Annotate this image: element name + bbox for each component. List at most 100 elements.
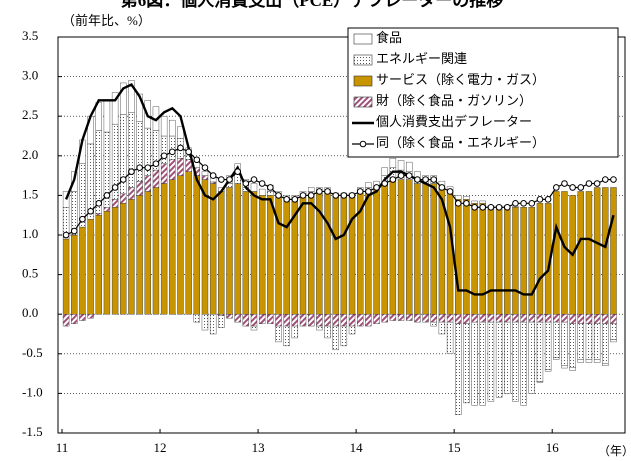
bar-segment (209, 314, 217, 335)
bar-segment (610, 314, 617, 324)
bar-segment (373, 314, 380, 324)
bar-segment (561, 314, 568, 323)
line-marker (160, 152, 168, 160)
bar-segment (103, 100, 111, 133)
bar-segment (242, 314, 250, 327)
line-marker (577, 184, 585, 191)
bar-segment (577, 359, 584, 363)
bar-segment (128, 199, 135, 315)
bar-segment (561, 365, 568, 369)
line-marker (454, 200, 462, 207)
bar-segment (62, 314, 70, 327)
bar-segment (585, 191, 593, 315)
bar-segment (463, 314, 470, 324)
y-tick-label: 2.5 (22, 107, 38, 122)
bar-segment (569, 367, 576, 371)
bar-segment (234, 314, 241, 323)
bar-segment (218, 314, 225, 316)
line-marker (267, 184, 274, 191)
line-marker (234, 168, 241, 175)
legend-label: 個人消費支出デフレーター (376, 114, 532, 129)
bar-segment (258, 314, 266, 324)
bar-segment (218, 191, 225, 315)
bar-segment (258, 188, 266, 196)
bar-segment (512, 207, 519, 315)
bar-segment (553, 357, 560, 360)
line-marker (528, 200, 536, 207)
bar-segment (487, 207, 495, 315)
bar-segment (169, 119, 176, 137)
bar-segment (406, 179, 413, 315)
bar-segment (585, 314, 593, 324)
bar-segment (536, 321, 544, 382)
line-marker (258, 180, 266, 187)
bar-segment (283, 199, 290, 315)
bar-segment (111, 199, 119, 208)
x-tick-label: 15 (448, 440, 461, 455)
bar-segment (62, 238, 70, 315)
bar-segment (291, 325, 299, 339)
bar-segment (569, 323, 576, 368)
line-marker (144, 164, 152, 171)
line-marker (479, 203, 487, 211)
bar-segment (160, 115, 168, 137)
bar-segment (185, 171, 192, 315)
line-marker (438, 184, 446, 191)
bar-segment (455, 314, 462, 324)
line-marker (316, 188, 323, 195)
bar-segment (120, 82, 127, 115)
bar-segment (536, 314, 544, 323)
line-marker (250, 176, 258, 183)
bar-segment (520, 314, 527, 323)
bar-segment (422, 314, 429, 323)
bar-segment (136, 93, 143, 122)
bar-segment (169, 135, 176, 160)
bar-segment (365, 314, 372, 327)
line-marker (520, 200, 527, 207)
bar-segment (152, 187, 160, 315)
bar-segment (242, 191, 250, 315)
line-marker (348, 192, 356, 199)
line-marker (512, 200, 519, 207)
bar-segment (455, 195, 462, 200)
bar-segment (495, 207, 503, 315)
bar-segment (422, 183, 429, 315)
bar-segment (128, 80, 135, 113)
bar-segment (479, 321, 486, 406)
bar-segment (275, 195, 282, 315)
bar-segment (87, 218, 94, 315)
line-marker (593, 180, 601, 187)
bar-segment (487, 314, 495, 323)
bar-segment (544, 321, 552, 370)
bar-segment (471, 200, 478, 204)
bar-segment (536, 381, 544, 383)
line-marker (422, 176, 429, 183)
bar-segment (610, 187, 617, 315)
line-marker (430, 176, 438, 183)
bar-segment (71, 314, 78, 324)
bar-segment (577, 314, 584, 324)
bar-segment (544, 314, 552, 323)
bar-segment (495, 321, 503, 398)
bar-segment (160, 163, 168, 184)
line-marker (471, 203, 478, 211)
bar-segment (177, 157, 184, 176)
bar-segment (103, 211, 111, 315)
legend-swatch (353, 33, 373, 45)
bar-segment (258, 195, 266, 315)
line-marker (95, 200, 103, 207)
bar-segment (152, 169, 160, 188)
line-marker (561, 180, 568, 187)
bar-segment (414, 314, 421, 323)
legend-label: 同（除く食品・エネルギー） (376, 135, 545, 150)
bar-segment (275, 314, 282, 327)
line-marker (373, 184, 380, 191)
line-marker (70, 227, 78, 235)
bar-segment (169, 159, 176, 180)
bar-segment (455, 323, 462, 415)
bar-segment (430, 183, 437, 315)
y-tick-label: -1.0 (22, 384, 43, 399)
bar-segment (471, 203, 478, 315)
line-marker (168, 148, 176, 156)
bar-segment (316, 325, 323, 331)
